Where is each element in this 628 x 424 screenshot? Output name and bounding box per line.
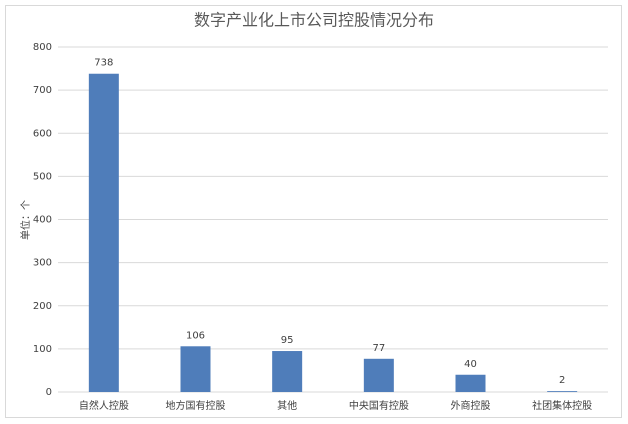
y-tick-label: 100 bbox=[33, 344, 52, 355]
data-label: 106 bbox=[186, 330, 205, 341]
x-tick-label: 其他 bbox=[277, 399, 297, 412]
x-tick-label: 外商控股 bbox=[451, 399, 491, 412]
y-tick-label: 200 bbox=[33, 301, 52, 312]
data-label: 77 bbox=[372, 343, 385, 354]
data-label: 40 bbox=[464, 359, 477, 370]
y-tick-label: 400 bbox=[33, 215, 52, 226]
y-tick-label: 0 bbox=[46, 387, 52, 398]
chart-title: 数字产业化上市公司控股情况分布 bbox=[194, 11, 434, 30]
y-tick-label: 300 bbox=[33, 258, 52, 269]
y-tick-label: 500 bbox=[33, 171, 52, 182]
bar bbox=[180, 346, 211, 392]
data-label: 738 bbox=[94, 58, 113, 69]
x-tick-label: 地方国有控股 bbox=[166, 399, 226, 412]
data-label: 95 bbox=[281, 335, 294, 346]
y-tick-label: 800 bbox=[33, 42, 52, 53]
x-tick-label: 自然人控股 bbox=[79, 399, 129, 412]
data-label: 2 bbox=[559, 375, 565, 386]
bar bbox=[272, 351, 303, 392]
x-tick-label: 中央国有控股 bbox=[349, 399, 409, 412]
x-tick-label: 社团集体控股 bbox=[532, 399, 592, 412]
y-axis-label: 单位：个 bbox=[19, 200, 32, 240]
bar bbox=[455, 374, 486, 392]
bar bbox=[363, 358, 394, 392]
bar bbox=[88, 73, 119, 393]
y-tick-label: 700 bbox=[33, 85, 52, 96]
bar bbox=[547, 391, 578, 392]
y-tick-label: 600 bbox=[33, 128, 52, 139]
